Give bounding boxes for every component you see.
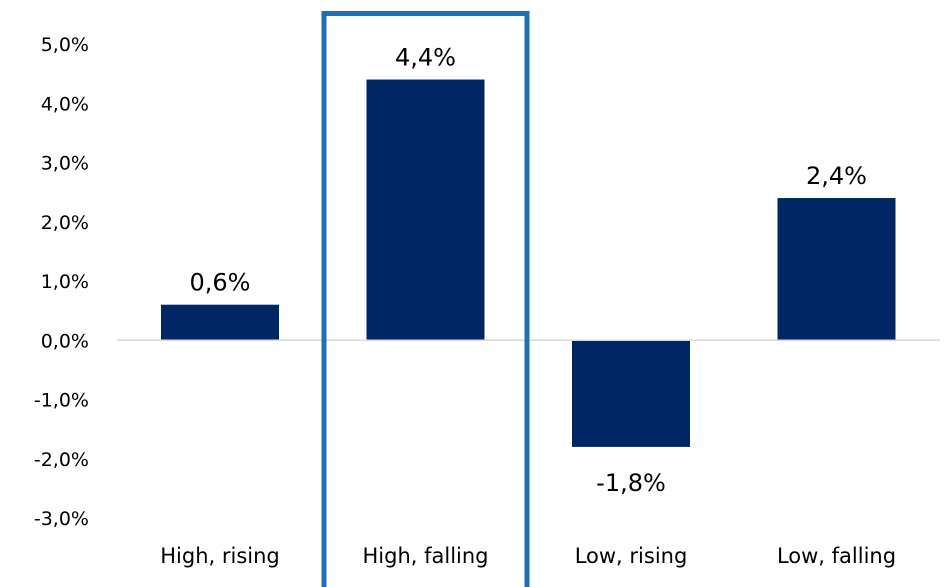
y-tick-label: -2,0%	[34, 449, 89, 471]
y-tick-label: 4,0%	[41, 93, 89, 115]
x-category-label: Low, rising	[575, 544, 688, 568]
bars	[161, 79, 896, 447]
x-category-label: High, falling	[362, 544, 488, 568]
bar	[366, 79, 485, 341]
x-category-label: High, rising	[160, 544, 280, 568]
x-category-label: Low, falling	[777, 544, 896, 568]
y-tick-label: -3,0%	[34, 508, 89, 530]
y-tick-label: -1,0%	[34, 390, 89, 412]
x-axis: High, rising High, falling Low, rising Low,…	[160, 544, 896, 568]
data-label: 0,6%	[190, 269, 251, 297]
bar	[777, 198, 896, 341]
data-label: 2,4%	[806, 162, 867, 190]
y-tick-label: 0,0%	[41, 330, 89, 352]
bar	[161, 304, 279, 341]
data-label: -1,8%	[596, 469, 666, 497]
y-tick-label: 1,0%	[41, 271, 89, 293]
highlight-frame	[321, 11, 530, 587]
bar	[572, 340, 690, 447]
y-tick-label: 5,0%	[41, 34, 89, 56]
data-labels: 0,6% 4,4% -1,8% 2,4%	[190, 44, 867, 497]
y-tick-label: 3,0%	[41, 153, 89, 175]
y-axis: 5,0% 4,0% 3,0% 2,0% 1,0% 0,0% -1,0% -2,0% -3,0%	[34, 34, 89, 530]
y-tick-label: 2,0%	[41, 212, 89, 234]
data-label: 4,4%	[395, 44, 456, 72]
